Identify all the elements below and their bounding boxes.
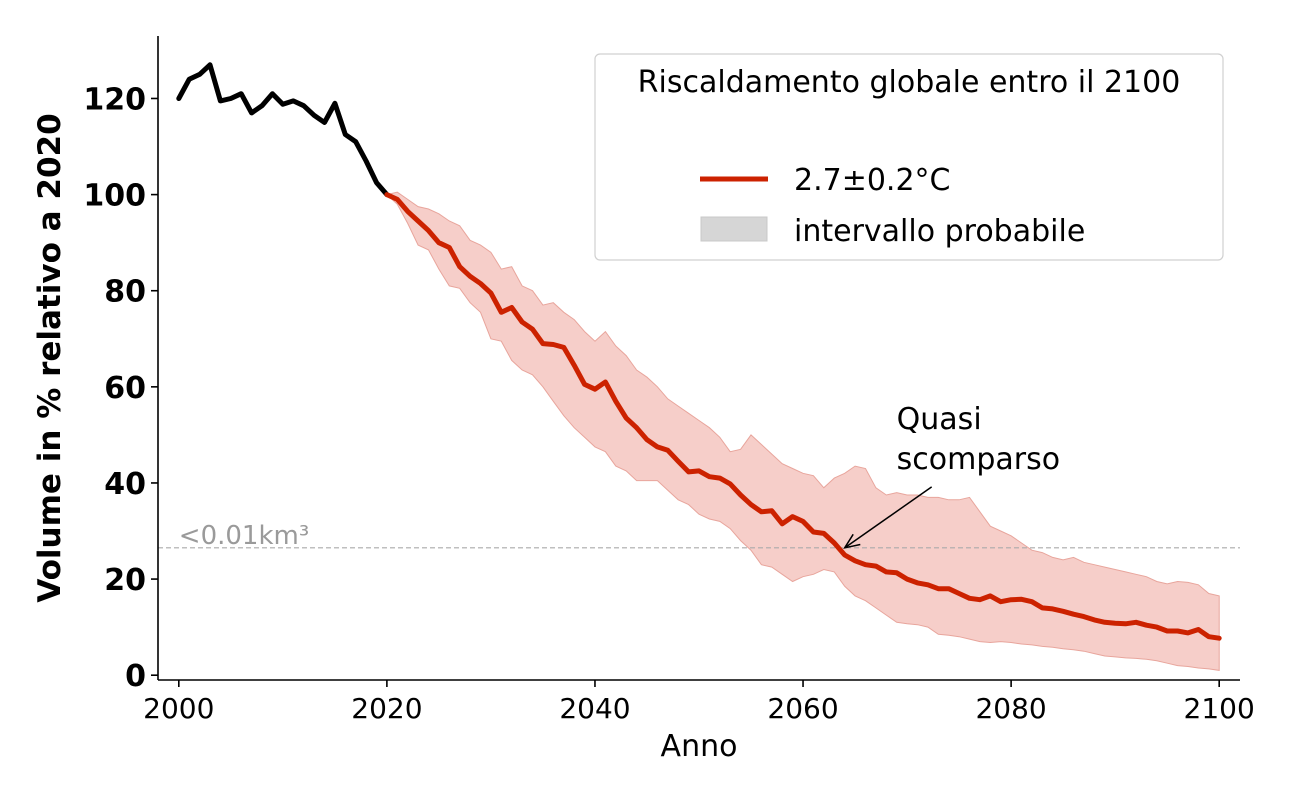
- legend-line-label: 2.7±0.2°C: [794, 163, 951, 198]
- y-tick-label: 40: [104, 467, 146, 502]
- annotation-text-line: scomparso: [897, 442, 1060, 477]
- likely-range-band: [385, 191, 1220, 671]
- x-tick-label: 2040: [559, 692, 630, 725]
- y-tick-label: 80: [104, 275, 146, 310]
- projection-series-line: [384, 192, 1222, 641]
- legend-frame: [594, 53, 1224, 261]
- x-tick-label: 2000: [143, 692, 214, 725]
- x-axis-title: Anno: [661, 729, 738, 764]
- annotation-text-line: Quasi: [897, 402, 982, 437]
- legend-title: Riscaldamento globale entro il 2100: [638, 65, 1181, 100]
- threshold-label: <0.01km³: [179, 521, 309, 551]
- y-tick-label: 0: [125, 659, 146, 694]
- annotation-text: Quasi scomparso: [897, 402, 1060, 477]
- x-tick-label: 2060: [767, 692, 838, 725]
- plot-area: <0.01km³ Quasi scomparso: [158, 62, 1240, 671]
- x-axis-ticks: 2000 2020 2040 2060 2080 2100: [143, 680, 1255, 725]
- y-tick-label: 20: [104, 563, 146, 598]
- x-tick-label: 2100: [1184, 692, 1255, 725]
- legend: Riscaldamento globale entro il 2100 2.7±…: [594, 53, 1224, 261]
- annotation: Quasi scomparso: [843, 402, 1060, 549]
- legend-band-swatch: [700, 216, 768, 242]
- y-axis-ticks: 0 20 40 60 80 100 120: [83, 82, 158, 694]
- y-tick-label: 120: [83, 82, 146, 117]
- legend-band-label: intervallo probabile: [794, 214, 1085, 249]
- y-axis-title: Volume in % relativo a 2020: [32, 113, 68, 602]
- annotation-arrow-head: [843, 533, 861, 549]
- annotation-arrow: [844, 486, 933, 549]
- x-tick-label: 2020: [351, 692, 422, 725]
- x-tick-label: 2080: [975, 692, 1046, 725]
- y-tick-label: 60: [104, 371, 146, 406]
- y-tick-label: 100: [83, 179, 146, 214]
- historical-series-line: [176, 62, 390, 198]
